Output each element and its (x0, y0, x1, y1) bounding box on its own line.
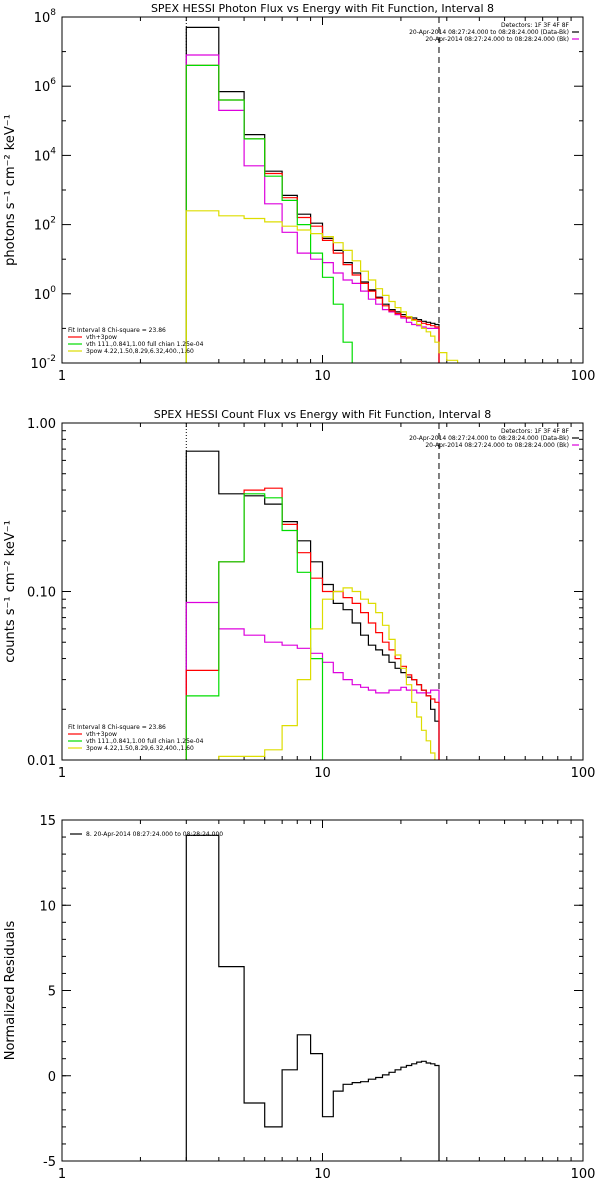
legend-entry: vth+3pow (86, 334, 117, 341)
y-tick-base: 10 (34, 80, 51, 95)
x-tick-label: 1 (58, 1167, 66, 1182)
y-tick-label: -5 (43, 1155, 56, 1170)
plot-frame (61, 819, 584, 1162)
y-tick-exponent: -2 (47, 354, 56, 364)
x-tick-label: 10 (314, 369, 331, 384)
chart-panel-1: SPEX HESSI Photon Flux vs Energy with Fi… (3, 2, 595, 384)
legend-header: Fit Interval 8 Chi-square = 23.86 (68, 724, 166, 731)
series-3pow (218, 587, 436, 760)
y-tick-base: 10 (34, 288, 51, 303)
y-tick-label: 0.01 (27, 754, 56, 769)
info-line: 20-Apr-2014 08:27:24.000 to 08:28:24.000… (409, 29, 569, 36)
legend-entry: vth 111.,0.841,1.00 full chian 1.25e-04 (86, 738, 204, 745)
chart-panel-2: SPEX HESSI Count Flux vs Energy with Fit… (3, 408, 595, 781)
y-tick-label: 15 (39, 814, 56, 829)
y-tick-exponent: 0 (50, 285, 56, 295)
y-tick-exponent: 2 (50, 216, 56, 226)
x-tick-label: 10 (314, 1167, 331, 1182)
y-tick-base: 10 (34, 11, 51, 26)
x-tick-label: 10 (314, 766, 331, 781)
series-vth (185, 493, 324, 760)
series-8-20-apr-2014-08-27-24-0 (185, 834, 440, 1161)
y-axis-label: counts s⁻¹ cm⁻² keV⁻¹ (3, 520, 18, 663)
info-line: 20-Apr-2014 08:27:24.000 to 08:28:24.000… (425, 36, 569, 43)
chart-title: SPEX HESSI Photon Flux vs Energy with Fi… (151, 2, 494, 15)
y-tick-exponent: 8 (50, 8, 56, 18)
series-bk (185, 601, 440, 760)
y-tick-label: 104 (34, 146, 57, 164)
legend: Fit Interval 8 Chi-square = 23.86vth+3po… (68, 724, 204, 752)
x-tick-label: 100 (571, 369, 596, 384)
legend-entry: 3pow 4.22,1.50,8.29,6.32,400.,1.60 (86, 745, 194, 752)
x-tick-label: 1 (58, 766, 66, 781)
series-group (185, 26, 459, 363)
y-axis-label: photons s⁻¹ cm⁻² keV⁻¹ (3, 114, 18, 266)
y-tick-label: 0 (48, 1070, 56, 1085)
legend-entry: 3pow 4.22,1.50,8.29,6.32,400.,1.60 (86, 348, 194, 355)
y-tick-label: 0.10 (27, 586, 56, 601)
series-3pow (185, 210, 459, 363)
chart-panel-3: 1 10 100 -5 0 5 10 15 Normalized Residuals 8. 20-… (3, 814, 595, 1182)
y-tick-label: 1.00 (27, 417, 56, 432)
x-tick-label: 1 (58, 369, 66, 384)
series-group (185, 450, 440, 760)
y-tick-label: 10 (39, 899, 56, 914)
legend-header: Fit Interval 8 Chi-square = 23.86 (68, 327, 166, 334)
legend-entry: vth+3pow (86, 731, 117, 738)
plot-frame (61, 422, 584, 761)
info-line: 20-Apr-2014 08:27:24.000 to 08:28:24.000… (425, 442, 569, 449)
series-vth (185, 64, 353, 363)
y-tick-base: 10 (34, 219, 51, 234)
y-tick-label: 100 (34, 285, 57, 303)
x-tick-label: 100 (571, 1167, 596, 1182)
x-tick-label: 100 (571, 766, 596, 781)
y-tick-label: 108 (34, 8, 57, 26)
y-tick-label: 5 (48, 985, 56, 1000)
series-vth-3pow (185, 487, 440, 760)
legend-entry: 8. 20-Apr-2014 08:27:24.000 to 08:28:24.… (86, 831, 223, 838)
legend: Fit Interval 8 Chi-square = 23.86vth+3po… (68, 327, 204, 355)
y-tick-exponent: 6 (50, 77, 56, 87)
series-bk (185, 54, 440, 363)
y-tick-base: 10 (34, 149, 51, 164)
info-line: 20-Apr-2014 08:27:24.000 to 08:28:24.000… (409, 435, 569, 442)
chart-title: SPEX HESSI Count Flux vs Energy with Fit… (154, 408, 491, 421)
series-group (185, 834, 440, 1161)
y-tick-base: 10 (30, 357, 47, 372)
y-tick-label: 106 (34, 77, 57, 95)
y-tick-label: 102 (34, 216, 56, 234)
series-data-bk (185, 450, 440, 760)
legend-entry: vth 111.,0.841,1.00 full chian 1.25e-04 (86, 341, 204, 348)
y-tick-label: 10-2 (30, 354, 56, 372)
info-line: Detectors: 1F 3F 4F 8F (501, 22, 570, 29)
y-tick-exponent: 4 (50, 146, 56, 156)
legend: 8. 20-Apr-2014 08:27:24.000 to 08:28:24.… (70, 831, 223, 838)
info-line: Detectors: 1F 3F 4F 8F (501, 428, 570, 435)
plot-frame (61, 16, 584, 364)
y-axis-label: Normalized Residuals (3, 921, 18, 1061)
